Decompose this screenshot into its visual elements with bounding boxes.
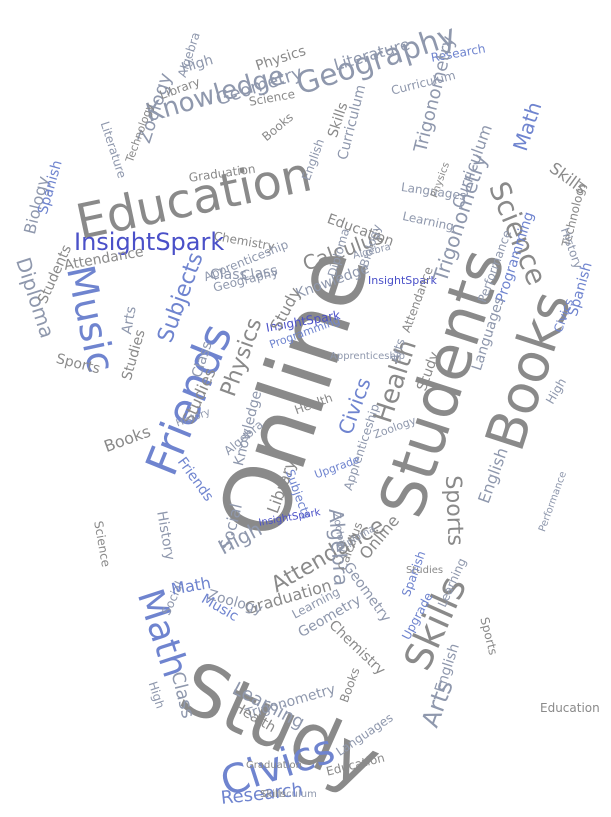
- cloud-word: Sports: [440, 474, 468, 547]
- cloud-word: Literature: [97, 119, 130, 180]
- cloud-word: Skills: [546, 158, 591, 198]
- cloud-word: Studies: [119, 327, 149, 383]
- cloud-word: Learning: [401, 209, 456, 234]
- cloud-word: Math: [508, 98, 547, 154]
- cloud-word: InsightSpark: [368, 274, 437, 287]
- cloud-word: Science: [91, 519, 114, 569]
- cloud-word: Graduation: [246, 760, 302, 771]
- cloud-word: Math: [128, 584, 196, 683]
- cloud-word: History: [557, 225, 586, 271]
- cloud-word: Performance: [537, 470, 570, 534]
- cloud-word: Studies: [406, 565, 444, 576]
- cloud-word: Skills: [260, 789, 286, 800]
- cloud-word: English: [474, 445, 512, 506]
- cloud-word: Books: [259, 110, 297, 144]
- cloud-word: Curriculum: [262, 789, 317, 800]
- cloud-word: Education: [540, 701, 600, 715]
- cloud-word: Sports: [477, 615, 501, 657]
- cloud-word: InsightSpark: [74, 228, 225, 256]
- cloud-word: Class: [210, 267, 247, 283]
- cloud-word: Apprenticeship: [330, 351, 405, 362]
- cloud-word: Books: [337, 665, 363, 705]
- cloud-word: History: [153, 509, 178, 562]
- cloud-word: High: [145, 679, 168, 711]
